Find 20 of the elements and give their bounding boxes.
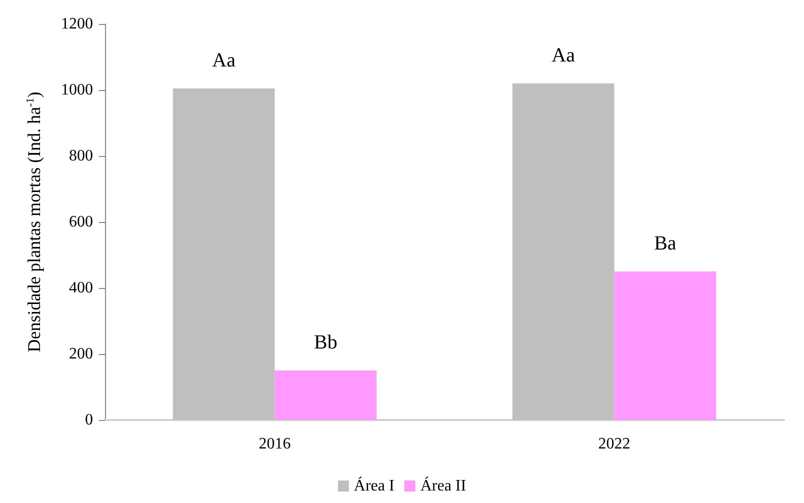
bar [274,370,377,420]
data-label: Ba [654,232,676,254]
data-label: Aa [212,49,236,72]
legend-label: Área I [354,476,394,494]
y-tick-label: 0 [85,412,93,428]
bar [614,272,716,420]
y-tick-label: 200 [69,346,93,362]
y-tick-label: 1200 [61,16,93,32]
y-tick-label: 800 [69,148,93,164]
y-tick-label: 1000 [61,82,93,98]
y-tick-label: 400 [69,280,93,296]
x-tick-label: 2016 [258,436,291,452]
y-axis-title: Densidade plantas mortas (Ind. ha-1) [24,92,44,352]
y-tick-label: 600 [69,214,93,230]
data-label: Aa [552,44,576,66]
data-label: Bb [314,332,338,354]
legend-label: Área II [420,476,466,494]
x-tick-label: 2022 [598,436,630,452]
bar [512,83,614,420]
bar [172,88,275,420]
